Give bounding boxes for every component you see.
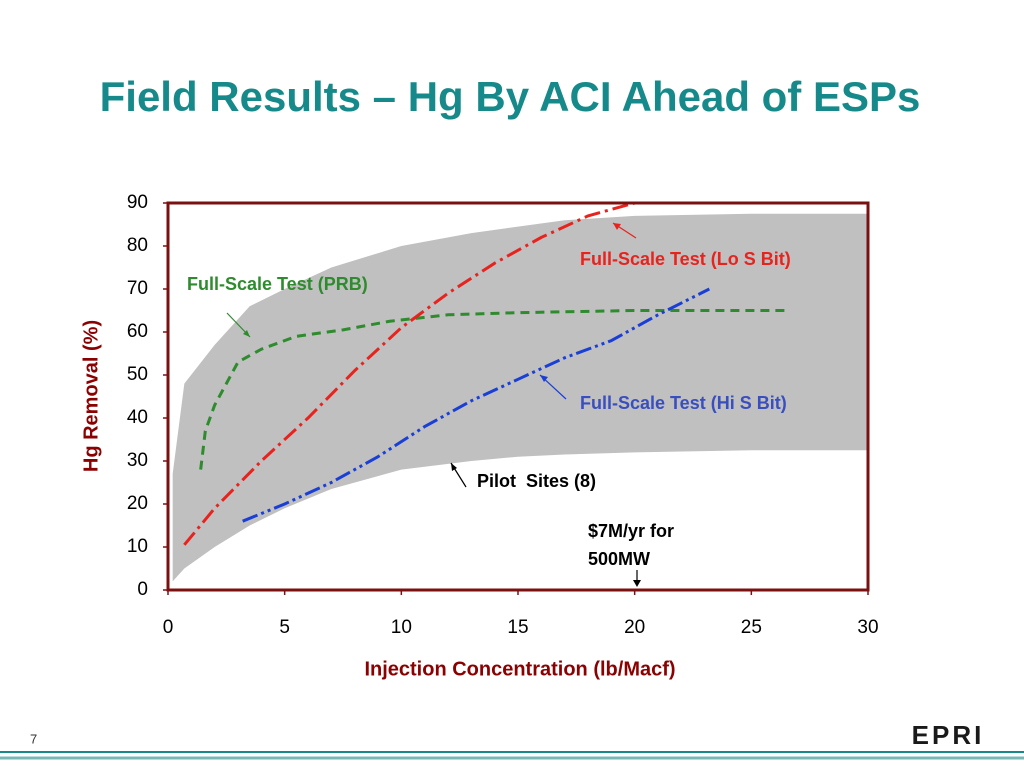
- band-annotation: Pilot Sites (8): [477, 471, 596, 491]
- series-line: [242, 287, 711, 523]
- x-tick-label: 0: [163, 617, 174, 638]
- plot: 0 10 20 30 40 50 60 70 80 90 0 5 10 15 20 25 30: [127, 192, 879, 638]
- slide-title: Field Results – Hg By ACI Ahead of ESPs: [100, 73, 921, 120]
- series-annotation: Full-Scale Test (Lo S Bit): [580, 249, 791, 269]
- y-tick-label: 70: [127, 278, 148, 299]
- y-tick-label: 10: [127, 536, 148, 557]
- x-tick-label: 15: [507, 617, 528, 638]
- band-area: [172, 213, 868, 582]
- arrowhead: [613, 223, 621, 230]
- arrowheads: [243, 223, 641, 587]
- arrowhead: [633, 580, 641, 587]
- x-tick-label: 10: [391, 617, 412, 638]
- series-annotation: Full-Scale Test (Hi S Bit): [580, 393, 787, 413]
- arrowhead: [540, 375, 548, 382]
- y-tick-label: 60: [127, 321, 148, 342]
- x-tick-label: 5: [279, 617, 290, 638]
- x-axis-label: Injection Concentration (lb/Macf): [364, 658, 675, 680]
- arrowhead: [243, 330, 250, 337]
- y-tick-label: 40: [127, 407, 148, 428]
- page-number: 7: [30, 731, 37, 746]
- y-tick-label: 80: [127, 235, 148, 256]
- series-line: [199, 309, 787, 470]
- x-tick-label: 30: [857, 617, 878, 638]
- y-tick-label: 20: [127, 493, 148, 514]
- note: 500MW: [588, 549, 650, 569]
- y-tick-label: 50: [127, 364, 148, 385]
- series-line: [183, 201, 636, 546]
- logo: EPRI: [912, 720, 985, 750]
- y-tick-label: 30: [127, 450, 148, 471]
- series-annotation: Full-Scale Test (PRB): [187, 274, 368, 294]
- x-tick-label: 25: [741, 617, 762, 638]
- note: $7M/yr for: [588, 521, 674, 541]
- y-tick-label: 90: [127, 192, 148, 213]
- y-axis-label: Hg Removal (%): [80, 320, 102, 472]
- y-tick-label: 0: [137, 579, 148, 600]
- x-tick-label: 20: [624, 617, 645, 638]
- arrowhead: [451, 463, 457, 471]
